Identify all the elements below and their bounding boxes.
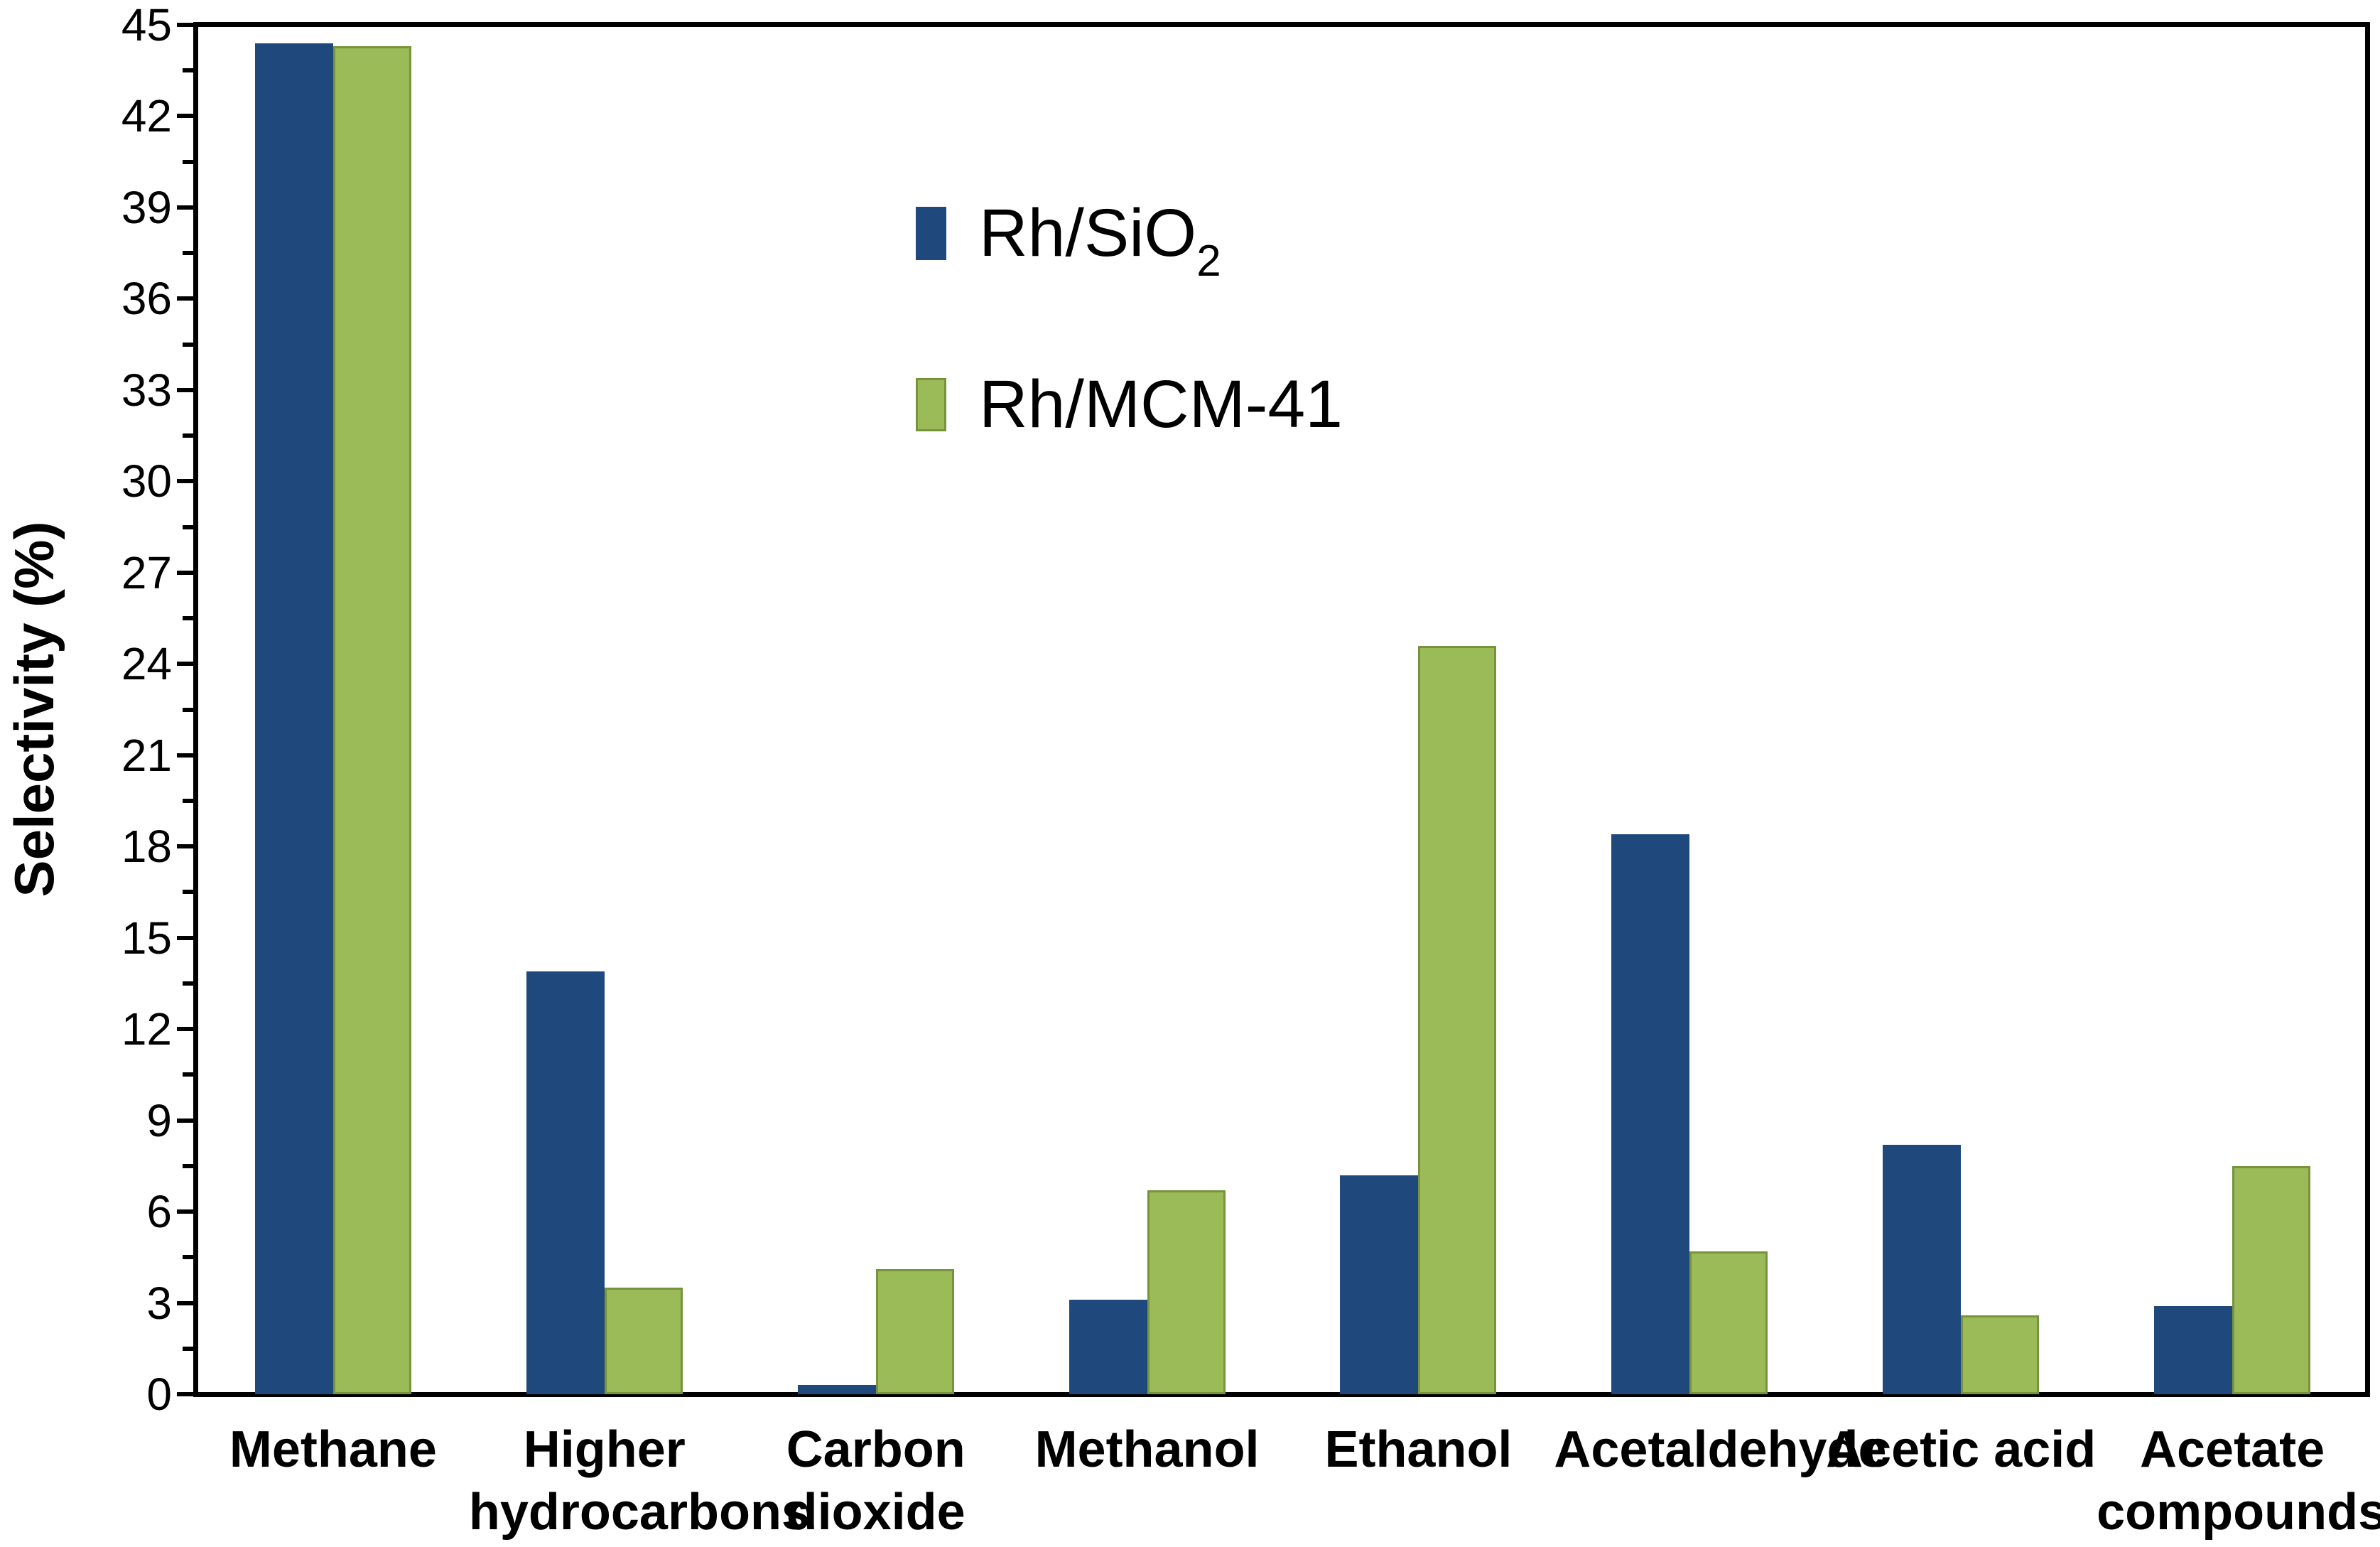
x-category-label: Higher hydrocarbons: [468, 1418, 810, 1543]
bar-rh-mcm-41-methane: [332, 46, 411, 1394]
y-tick-major: [177, 1392, 193, 1396]
x-category-label: Methane: [198, 1418, 469, 1481]
x-category-label-line: Higher: [523, 1421, 686, 1478]
y-tick-label: 21: [121, 729, 172, 781]
y-tick-minor: [183, 1072, 193, 1077]
x-category-label: Acetic acid: [1825, 1418, 2097, 1481]
bar-rh-sio2-acetic-acid: [1883, 1145, 1962, 1394]
x-category-label-line: dioxide: [786, 1484, 965, 1541]
x-category-label: Acetate compounds: [2097, 1418, 2380, 1543]
y-tick-label: 0: [146, 1369, 172, 1420]
x-category-label-line: Ethanol: [1324, 1421, 1513, 1478]
x-category-label: Carbon dioxide: [740, 1418, 1012, 1543]
legend-swatch-rh-sio2: [916, 207, 946, 260]
y-tick-label: 30: [121, 456, 172, 507]
y-tick-minor: [183, 159, 193, 164]
x-category-label: Acetaldehyde: [1554, 1418, 1887, 1481]
y-tick-major: [177, 1300, 193, 1305]
y-tick-label: 36: [121, 273, 172, 325]
plot-frame-top: [193, 22, 2370, 27]
legend-label-subscript: 2: [1196, 237, 1221, 286]
bar-rh-sio2-methanol: [1069, 1300, 1147, 1394]
bar-rh-sio2-acetate-compounds: [2154, 1306, 2233, 1394]
bar-rh-mcm-41-acetic-acid: [1961, 1315, 2040, 1394]
y-axis-line: [193, 22, 198, 1397]
bar-rh-sio2-acetaldehyde: [1611, 834, 1690, 1394]
y-tick-major: [177, 479, 193, 484]
y-tick-label: 24: [121, 638, 172, 690]
y-tick-minor: [183, 1163, 193, 1168]
y-tick-minor: [183, 890, 193, 895]
bar-rh-mcm-41-carbon-dioxide: [875, 1269, 954, 1394]
bar-rh-mcm-41-acetaldehyde: [1689, 1251, 1768, 1394]
y-tick-label: 12: [121, 1003, 172, 1055]
legend-swatch-rh-mcm41: [916, 378, 946, 431]
x-category-label-line: Methane: [229, 1421, 437, 1478]
y-tick-minor: [183, 981, 193, 986]
x-category-label: Methanol: [1012, 1418, 1283, 1481]
bar-rh-sio2-higher-hydrocarbons: [526, 971, 605, 1394]
y-tick-minor: [183, 524, 193, 529]
y-tick-major: [177, 296, 193, 301]
y-tick-major: [177, 1118, 193, 1123]
x-category-label-line: hydrocarbons: [468, 1484, 810, 1541]
y-tick-label: 9: [146, 1094, 172, 1146]
y-tick-label: 3: [146, 1277, 172, 1329]
y-tick-major: [177, 844, 193, 849]
x-axis-line: [193, 1392, 2370, 1397]
x-category-label-line: compounds: [2097, 1484, 2380, 1541]
y-tick-major: [177, 662, 193, 667]
y-tick-label: 18: [121, 821, 172, 873]
bar-rh-mcm-41-acetate-compounds: [2232, 1166, 2311, 1394]
y-tick-major: [177, 23, 193, 27]
y-tick-minor: [183, 1255, 193, 1260]
y-tick-label: 42: [121, 90, 172, 142]
x-category-label-line: Methanol: [1034, 1421, 1260, 1478]
legend-label-rh-mcm41: Rh/MCM-41: [979, 367, 1343, 442]
bar-rh-sio2-methane: [254, 43, 333, 1394]
y-tick-major: [177, 570, 193, 575]
y-tick-label: 6: [146, 1186, 172, 1238]
plot-frame-right: [2365, 22, 2370, 1397]
y-tick-label: 45: [121, 0, 172, 50]
bar-rh-mcm-41-higher-hydrocarbons: [604, 1288, 683, 1394]
x-category-label-line: Acetaldehyde: [1554, 1421, 1887, 1478]
y-tick-minor: [183, 68, 193, 73]
y-tick-major: [177, 205, 193, 210]
y-tick-major: [177, 935, 193, 940]
bar-rh-sio2-ethanol: [1340, 1175, 1419, 1394]
y-tick-label: 15: [121, 912, 172, 964]
x-category-label: Ethanol: [1283, 1418, 1554, 1481]
bar-rh-mcm-41-methanol: [1147, 1190, 1226, 1394]
y-tick-minor: [183, 616, 193, 621]
y-tick-minor: [183, 798, 193, 803]
y-tick-major: [177, 753, 193, 758]
y-tick-minor: [183, 1346, 193, 1351]
y-tick-minor: [183, 251, 193, 256]
y-tick-minor: [183, 707, 193, 712]
bar-rh-sio2-carbon-dioxide: [797, 1385, 876, 1394]
x-category-label-line: Acetate: [2140, 1421, 2325, 1478]
bar-rh-mcm-41-ethanol: [1418, 646, 1497, 1394]
y-tick-major: [177, 1209, 193, 1214]
x-category-label-line: Carbon: [786, 1421, 965, 1478]
y-tick-label: 39: [121, 181, 172, 233]
y-tick-label: 33: [121, 364, 172, 416]
y-tick-minor: [183, 342, 193, 347]
y-tick-major: [177, 114, 193, 119]
x-category-label-line: Acetic acid: [1826, 1421, 2097, 1478]
y-tick-label: 27: [121, 546, 172, 598]
y-tick-major: [177, 387, 193, 392]
legend-label-rh-sio2: Rh/SiO2: [979, 195, 1221, 286]
y-tick-minor: [183, 433, 193, 438]
y-tick-major: [177, 1027, 193, 1032]
